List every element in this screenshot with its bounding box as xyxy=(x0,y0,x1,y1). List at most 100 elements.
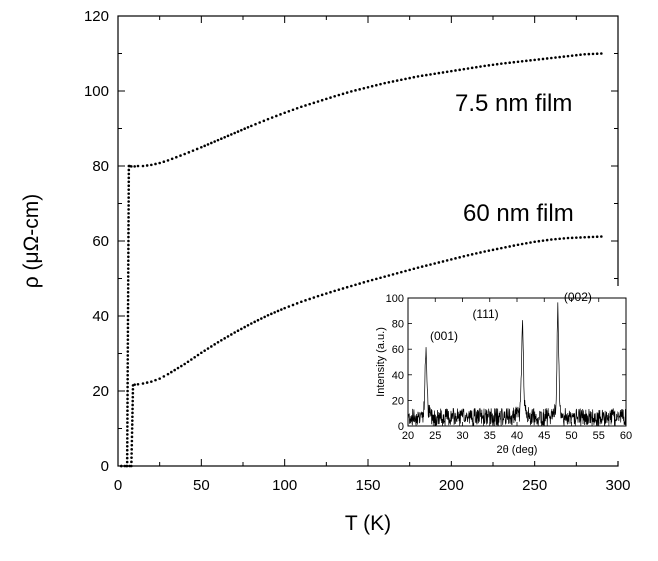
data-point xyxy=(126,409,129,412)
data-point xyxy=(223,337,226,340)
data-point xyxy=(150,380,153,383)
data-point xyxy=(271,116,274,119)
data-point xyxy=(213,140,216,143)
data-point xyxy=(583,236,586,239)
data-point xyxy=(571,54,574,57)
data-point xyxy=(458,256,461,259)
data-point xyxy=(404,270,407,273)
data-point xyxy=(127,212,130,215)
data-point xyxy=(126,386,129,389)
data-point xyxy=(321,294,324,297)
data-point xyxy=(130,465,133,468)
inset-chart: 20 25 30 35 40 45 50 55 60020406080100 (001)(111… xyxy=(370,286,650,461)
data-point xyxy=(325,98,328,101)
data-point xyxy=(137,165,140,168)
data-point xyxy=(277,310,280,313)
data-point xyxy=(308,103,311,106)
data-point xyxy=(292,108,295,111)
data-point xyxy=(371,279,374,282)
data-point xyxy=(227,335,230,338)
inset-y-tick-label: 40 xyxy=(392,370,404,382)
data-point xyxy=(127,311,130,314)
data-point xyxy=(220,339,223,342)
data-point xyxy=(292,304,295,307)
data-point xyxy=(192,149,195,152)
data-point xyxy=(338,94,341,97)
data-point xyxy=(127,224,130,227)
data-point xyxy=(127,342,130,345)
data-point xyxy=(329,96,332,99)
data-point xyxy=(367,86,370,89)
data-point xyxy=(388,81,391,84)
inset-y-tick-label: 100 xyxy=(386,293,404,305)
data-point xyxy=(127,259,130,262)
data-point xyxy=(126,394,129,397)
data-point xyxy=(533,59,536,62)
data-point xyxy=(127,299,130,302)
inset-x-axis-title: 2θ (deg) xyxy=(497,444,538,456)
data-point xyxy=(127,267,130,270)
data-point xyxy=(521,243,524,246)
data-point xyxy=(131,415,134,418)
inset-x-tick-label: 40 xyxy=(511,430,523,442)
data-point xyxy=(442,260,445,263)
data-point xyxy=(288,110,291,113)
data-point xyxy=(288,305,291,308)
data-point xyxy=(126,358,129,361)
data-point xyxy=(127,283,130,286)
x-tick-label: 100 xyxy=(272,477,297,494)
data-point xyxy=(521,60,524,63)
data-point xyxy=(542,239,545,242)
data-point xyxy=(158,162,161,165)
y-tick-label: 0 xyxy=(101,458,109,475)
data-point xyxy=(508,245,511,248)
data-point xyxy=(583,53,586,56)
data-point xyxy=(127,228,130,231)
data-point xyxy=(446,259,449,262)
data-point xyxy=(130,444,133,447)
data-point xyxy=(127,204,130,207)
data-point xyxy=(475,66,478,69)
data-point xyxy=(488,249,491,252)
data-point xyxy=(600,235,603,238)
inset-y-axis-title: Intensity (a.u.) xyxy=(375,327,387,397)
data-point xyxy=(567,55,570,58)
data-point xyxy=(342,287,345,290)
series-label-60nm: 60 nm film xyxy=(463,200,574,227)
data-point xyxy=(240,328,243,331)
inset-peak-label: (001) xyxy=(430,329,458,343)
data-point xyxy=(126,453,129,456)
inset-x-tick-label: 30 xyxy=(456,430,468,442)
data-point xyxy=(247,126,250,129)
data-point xyxy=(207,143,210,146)
data-point xyxy=(346,91,349,94)
data-point xyxy=(450,70,453,73)
data-point xyxy=(126,370,129,373)
data-point xyxy=(496,248,499,251)
data-point xyxy=(254,123,257,126)
data-point xyxy=(358,88,361,91)
data-point xyxy=(126,417,129,420)
data-point xyxy=(250,322,253,325)
data-point xyxy=(492,63,495,66)
inset-x-tick-label: 60 xyxy=(620,430,632,442)
data-point xyxy=(575,236,578,239)
inset-y-tick-label: 20 xyxy=(392,395,404,407)
data-point xyxy=(127,196,130,199)
data-point xyxy=(592,53,595,56)
data-point xyxy=(296,302,299,305)
data-point xyxy=(260,317,263,320)
data-point xyxy=(127,327,130,330)
data-point xyxy=(127,208,130,211)
data-point xyxy=(127,303,130,306)
data-point xyxy=(220,137,223,140)
data-point xyxy=(127,255,130,258)
data-point xyxy=(263,120,266,123)
data-point xyxy=(358,282,361,285)
data-point xyxy=(179,154,182,157)
data-point xyxy=(571,237,574,240)
data-point xyxy=(579,236,582,239)
data-point xyxy=(133,165,136,168)
data-point xyxy=(253,321,256,324)
data-point xyxy=(350,90,353,93)
